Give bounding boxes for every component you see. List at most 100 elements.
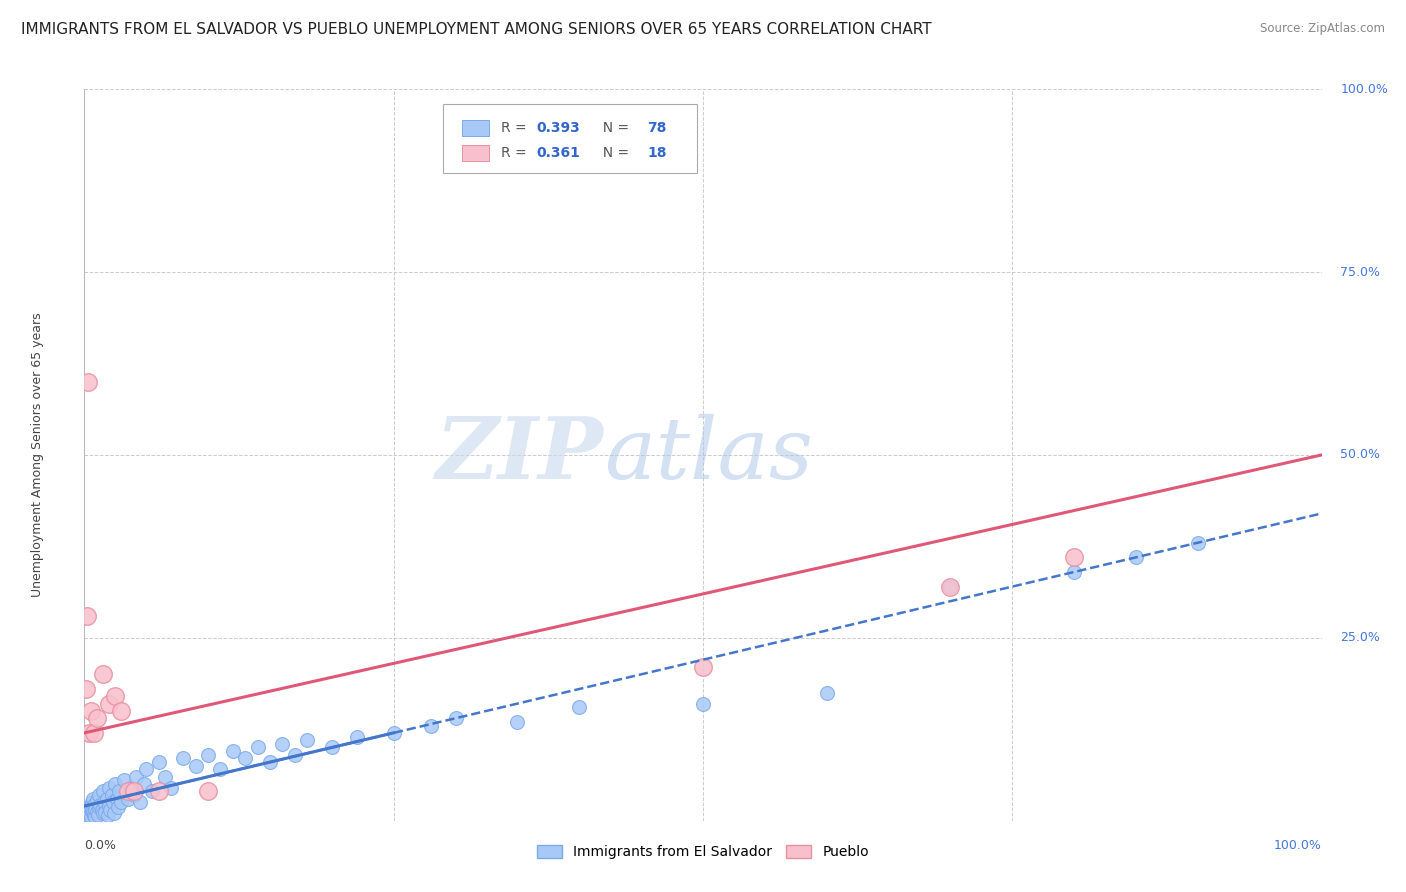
Point [84,810,107,824]
Text: 75.0%: 75.0% [1340,266,1381,278]
Text: N =: N = [595,145,634,160]
Point [135,763,157,777]
Point [101,796,124,810]
Point [96,791,118,805]
Point [346,730,368,744]
Point [79,726,101,740]
Point [77,812,100,826]
Point [80,796,103,810]
Point [284,747,307,762]
Point [382,726,405,740]
Point [98,697,121,711]
Point [568,700,591,714]
Point [89,788,111,802]
Point [197,747,219,762]
Point [122,788,145,802]
Point [117,791,139,805]
Point [79,808,101,822]
Point [112,773,135,788]
Point [209,763,232,777]
Text: Source: ZipAtlas.com: Source: ZipAtlas.com [1260,22,1385,36]
Point [815,686,838,700]
Point [104,690,127,704]
Point [86,793,108,807]
Point [107,800,129,814]
Point [89,800,111,814]
Point [148,755,170,769]
Point [122,784,145,798]
Text: IMMIGRANTS FROM EL SALVADOR VS PUEBLO UNEMPLOYMENT AMONG SENIORS OVER 65 YEARS C: IMMIGRANTS FROM EL SALVADOR VS PUEBLO UN… [21,22,932,37]
Point [172,751,194,765]
Point [103,806,125,821]
Point [295,733,318,747]
Point [93,796,115,810]
Point [89,797,111,812]
Point [1187,535,1209,549]
Point [82,806,104,821]
Text: 25.0%: 25.0% [1340,632,1381,644]
Point [84,803,107,817]
Point [117,784,139,798]
Point [76,803,98,817]
Point [1125,550,1147,565]
Point [692,660,714,674]
Legend: Immigrants from El Salvador, Pueblo: Immigrants from El Salvador, Pueblo [531,839,875,865]
Point [110,796,132,810]
Point [98,799,121,814]
Text: 0.0%: 0.0% [84,838,117,852]
Point [83,807,105,822]
Point [1063,565,1085,579]
Text: 100.0%: 100.0% [1340,83,1388,95]
Point [110,704,132,718]
Text: 0.361: 0.361 [536,145,579,160]
Point [77,375,100,389]
Point [222,744,245,758]
Point [259,755,281,769]
Point [79,800,101,814]
Text: N =: N = [595,121,634,135]
Text: 50.0%: 50.0% [1340,449,1381,461]
Point [86,711,108,725]
Text: 18: 18 [647,145,666,160]
Point [506,714,529,729]
Point [419,718,441,732]
Point [105,791,128,805]
Point [148,784,170,798]
Text: 0.393: 0.393 [536,121,579,135]
Point [271,737,294,751]
Point [87,807,110,822]
Point [90,803,112,817]
Point [80,803,103,817]
Point [82,791,104,805]
Point [83,726,105,740]
Text: 100.0%: 100.0% [1274,838,1322,852]
Point [83,797,105,812]
Point [104,777,127,791]
Point [98,780,121,795]
Point [233,751,256,765]
Point [76,807,98,822]
Point [444,711,467,725]
Text: Unemployment Among Seniors over 65 years: Unemployment Among Seniors over 65 years [31,312,44,598]
Point [75,806,97,821]
Point [100,788,122,802]
Bar [461,120,489,136]
Point [160,780,183,795]
FancyBboxPatch shape [443,103,697,173]
Point [125,770,148,784]
Point [197,784,219,798]
Point [79,799,101,814]
Point [108,784,131,798]
Point [94,805,117,819]
Point [132,777,155,791]
Point [79,704,101,718]
Point [939,580,962,594]
Point [79,810,101,824]
Point [75,681,97,696]
Text: R =: R = [502,145,531,160]
Point [77,805,100,819]
Text: 78: 78 [647,121,666,135]
Point [246,740,269,755]
Text: ZIP: ZIP [436,413,605,497]
Point [1063,550,1085,565]
